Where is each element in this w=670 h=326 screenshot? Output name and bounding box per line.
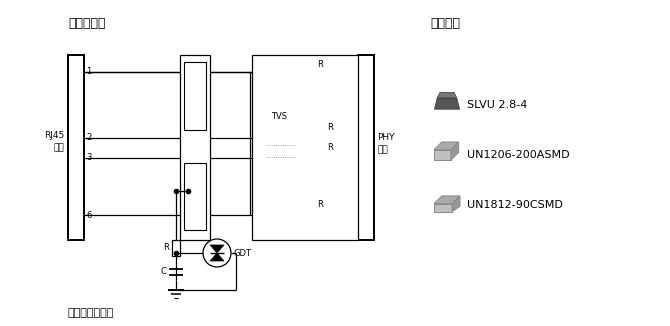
Bar (265, 126, 297, 176)
Bar (358, 55, 374, 240)
Polygon shape (434, 142, 459, 150)
Text: UN1206-200ASMD: UN1206-200ASMD (467, 150, 570, 160)
Text: GDT: GDT (234, 248, 252, 258)
Text: PHY: PHY (377, 134, 395, 142)
Polygon shape (210, 245, 224, 253)
Text: C: C (160, 268, 166, 276)
Text: SLVU 2.8-4: SLVU 2.8-4 (467, 100, 527, 110)
Bar (322, 134, 338, 142)
Polygon shape (434, 150, 451, 160)
Polygon shape (452, 196, 460, 212)
Text: R: R (327, 143, 333, 152)
Text: 1: 1 (86, 67, 91, 77)
Bar (184, 62, 206, 130)
Text: 芯片: 芯片 (377, 145, 388, 155)
Polygon shape (451, 142, 459, 160)
Text: 2: 2 (86, 134, 91, 142)
Text: 6: 6 (86, 211, 91, 219)
Polygon shape (438, 92, 457, 98)
Text: 使用硕凯器件：: 使用硕凯器件： (68, 308, 115, 318)
Text: R: R (317, 60, 323, 69)
Text: TVS: TVS (271, 112, 287, 121)
Text: R: R (327, 123, 333, 132)
Text: RJ45: RJ45 (44, 130, 64, 140)
Polygon shape (434, 98, 460, 109)
Bar (68, 55, 84, 240)
Bar (184, 163, 206, 230)
Bar (180, 55, 210, 240)
Text: 产品外观: 产品外观 (430, 17, 460, 30)
Bar (312, 71, 328, 79)
Polygon shape (434, 196, 460, 204)
Polygon shape (210, 253, 224, 261)
Text: UN1812-90CSMD: UN1812-90CSMD (467, 200, 563, 210)
Text: 3: 3 (86, 154, 91, 162)
Bar (322, 154, 338, 162)
Text: 接口: 接口 (53, 143, 64, 153)
Bar (172, 240, 180, 256)
Text: R: R (163, 244, 169, 253)
Text: 防护电路图: 防护电路图 (68, 17, 105, 30)
Text: R: R (317, 200, 323, 209)
Bar (252, 55, 358, 240)
Bar (312, 211, 328, 219)
Polygon shape (434, 204, 452, 212)
